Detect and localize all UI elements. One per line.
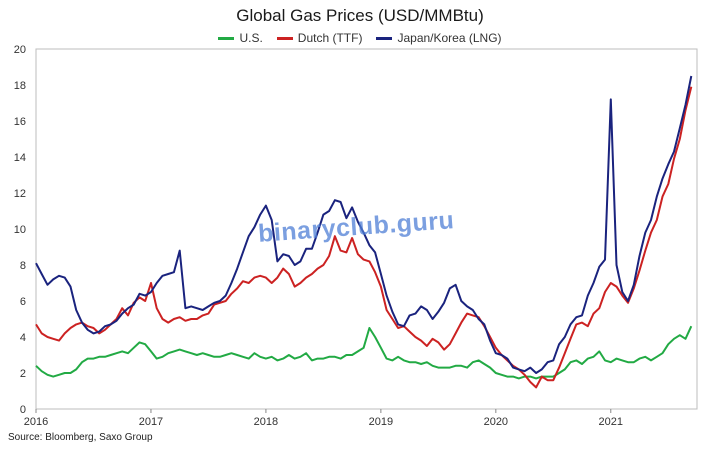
legend-item-dutch-ttf: Dutch (TTF) [276,31,363,45]
legend-swatch-japan-korea-lng [376,36,393,40]
series-line-dutch-ttf [35,86,693,389]
legend-item-us: U.S. [218,31,263,45]
y-tick-label: 12 [14,188,26,200]
y-tick-label: 0 [20,404,26,416]
x-tick-label: 2020 [484,416,508,428]
series-line-u-s [35,325,693,380]
x-tick-label: 2016 [24,416,48,428]
legend-label-us: U.S. [239,31,263,45]
y-tick-label: 18 [14,80,26,92]
y-tick-label: 20 [14,44,26,56]
x-tick-label: 2019 [369,416,393,428]
y-tick-label: 10 [14,224,26,236]
y-tick-label: 14 [14,152,26,164]
x-tick-label: 2018 [254,416,278,428]
plot-frame [35,48,698,410]
y-tick-label: 16 [14,116,26,128]
source-note: Source: Bloomberg, Saxo Group [8,432,153,443]
legend-label-japan-korea-lng: Japan/Korea (LNG) [397,31,502,45]
legend-label-dutch-ttf: Dutch (TTF) [297,31,363,45]
legend-item-japan-korea-lng: Japan/Korea (LNG) [376,31,502,45]
y-tick-label: 6 [20,296,26,308]
chart-title: Global Gas Prices (USD/MMBtu) [236,6,484,25]
legend-swatch-us [218,36,235,40]
y-tick-label: 8 [20,260,26,272]
x-tick-label: 2021 [599,416,623,428]
y-tick-label: 2 [20,368,26,380]
x-tick-label: 2017 [139,416,163,428]
chart-legend: U.S. Dutch (TTF) Japan/Korea (LNG) [0,31,720,45]
y-tick-label: 4 [20,332,26,344]
legend-swatch-dutch-ttf [276,36,293,40]
series-line-japan-korea-lng [35,75,693,374]
